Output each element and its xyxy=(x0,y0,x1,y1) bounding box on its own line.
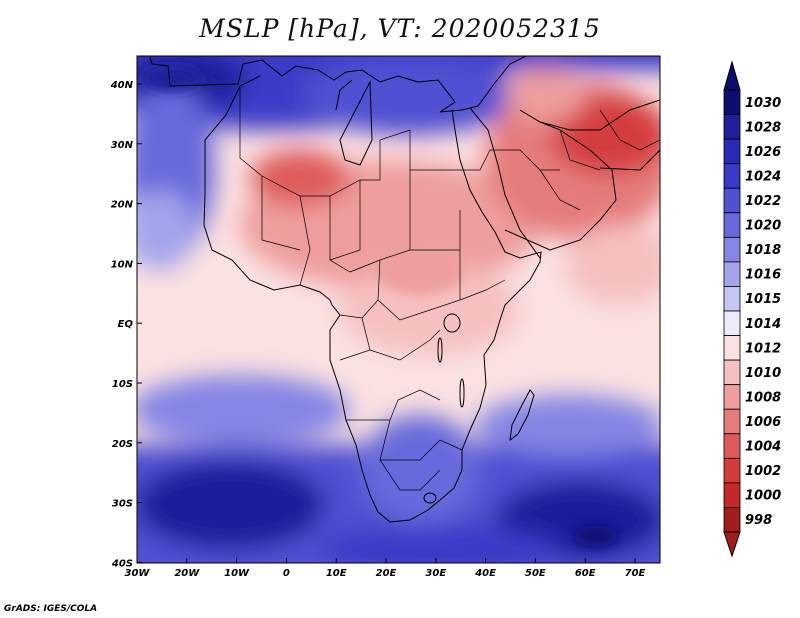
lat-tick-label: 30S xyxy=(112,499,133,510)
colorbar-label: 1002 xyxy=(745,464,781,479)
colorbar-label: 1015 xyxy=(745,292,781,307)
lat-tick-label: 20N xyxy=(111,200,134,211)
colorbar-label: 1010 xyxy=(745,366,781,381)
colorbar-swatch xyxy=(723,507,741,533)
colorbar: 1030 1028 1026 1024 1022 1020 1018 1016 1015 1014… xyxy=(723,60,781,558)
colorbar-swatch xyxy=(723,433,741,459)
colorbar-label: 1022 xyxy=(745,194,781,209)
colorbar-swatch xyxy=(723,457,741,484)
colorbar-label: 1030 xyxy=(745,96,781,111)
colorbar-label: 1000 xyxy=(745,489,781,504)
lon-axis: 30W 20W 10W 0 10E 20E 30E 40E 50E 60E 70E xyxy=(125,558,646,579)
lon-tick-label: 10E xyxy=(326,568,347,579)
pressure-field xyxy=(137,56,660,563)
credit-text: GrADS: IGES/COLA xyxy=(4,604,98,614)
plot-frame xyxy=(136,55,661,564)
colorbar-label: 1012 xyxy=(745,341,781,356)
country-borders xyxy=(239,86,660,491)
colorbar-label: 1008 xyxy=(745,390,781,405)
lakes xyxy=(423,313,465,504)
colorbar-top-arrow xyxy=(723,60,741,91)
colorbar-label: 1024 xyxy=(745,169,781,184)
colorbar-label: 1014 xyxy=(745,317,781,332)
colorbar-swatch xyxy=(723,212,741,238)
colorbar-label: 1018 xyxy=(745,243,781,258)
colorbar-swatch xyxy=(723,236,741,263)
colorbar-swatch xyxy=(723,286,741,312)
lon-tick-label: 20W xyxy=(174,568,200,579)
lat-tick-label: 10S xyxy=(112,379,133,390)
coastlines xyxy=(149,56,660,523)
colorbar-label: 1006 xyxy=(745,415,781,430)
lon-tick-label: 30W xyxy=(125,568,151,579)
lat-tick-label: 40N xyxy=(110,80,134,91)
colorbar-label: 1026 xyxy=(745,145,781,160)
lat-tick-label: 30N xyxy=(111,140,134,151)
colorbar-swatch xyxy=(723,359,741,386)
colorbar-swatch xyxy=(723,335,741,361)
colorbar-label: 1020 xyxy=(745,219,781,234)
lat-tick-label: EQ xyxy=(118,319,134,330)
lat-axis: 40N 30N 20N 10N EQ 10S 20S 30S 40S xyxy=(110,80,142,569)
lon-tick-label: 20E xyxy=(376,568,397,579)
colorbar-swatch xyxy=(723,408,741,435)
lon-tick-label: 30E xyxy=(425,568,446,579)
colorbar-swatch xyxy=(723,384,741,410)
map-title: MSLP [hPa], VT: 2020052315 xyxy=(199,14,601,43)
colorbar-swatch xyxy=(723,187,741,214)
lon-tick-label: 60E xyxy=(575,568,596,579)
colorbar-swatch xyxy=(723,261,741,287)
colorbar-label: 1004 xyxy=(745,440,781,455)
lon-tick-label: 40E xyxy=(474,568,496,579)
colorbar-label: 1016 xyxy=(745,268,781,283)
colorbar-bottom-arrow xyxy=(723,531,741,558)
colorbar-swatch xyxy=(723,114,741,140)
colorbar-swatch xyxy=(723,138,741,165)
lon-tick-label: 50E xyxy=(525,568,546,579)
lon-tick-label: 10W xyxy=(224,568,250,579)
colorbar-swatch xyxy=(723,89,741,115)
lon-tick-label: 0 xyxy=(283,568,290,579)
colorbar-swatch xyxy=(723,310,741,336)
lat-tick-label: 10N xyxy=(111,259,134,270)
lon-tick-label: 70E xyxy=(625,568,646,579)
lat-tick-label: 40S xyxy=(111,558,133,569)
colorbar-label: 998 xyxy=(745,513,772,528)
colorbar-swatch xyxy=(723,163,741,189)
colorbar-swatch xyxy=(723,482,741,508)
colorbar-label: 1028 xyxy=(745,120,781,135)
lat-tick-label: 20S xyxy=(112,439,133,450)
